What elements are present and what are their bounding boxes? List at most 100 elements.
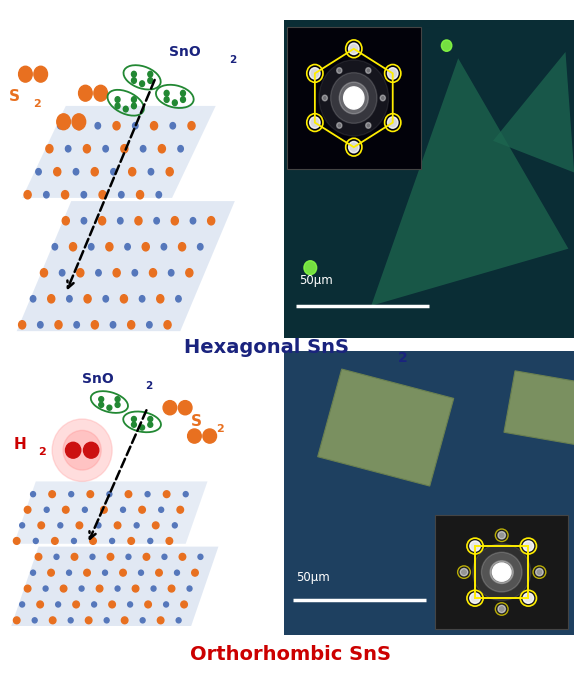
Circle shape bbox=[77, 269, 84, 277]
Circle shape bbox=[52, 537, 58, 544]
Circle shape bbox=[470, 593, 480, 603]
Circle shape bbox=[129, 167, 136, 176]
Circle shape bbox=[33, 539, 38, 543]
Circle shape bbox=[498, 605, 506, 613]
Circle shape bbox=[90, 537, 96, 544]
Circle shape bbox=[118, 217, 123, 224]
Circle shape bbox=[190, 217, 195, 224]
Circle shape bbox=[164, 491, 170, 497]
Circle shape bbox=[99, 217, 106, 225]
Circle shape bbox=[67, 570, 71, 575]
Circle shape bbox=[70, 242, 77, 251]
Circle shape bbox=[180, 90, 186, 96]
Circle shape bbox=[148, 539, 153, 543]
Circle shape bbox=[147, 322, 152, 328]
Circle shape bbox=[179, 242, 186, 251]
Text: 2: 2 bbox=[229, 55, 237, 65]
Circle shape bbox=[142, 242, 149, 251]
Circle shape bbox=[75, 122, 82, 130]
Circle shape bbox=[46, 144, 53, 153]
Circle shape bbox=[115, 97, 120, 103]
Circle shape bbox=[150, 122, 158, 130]
Text: H: H bbox=[14, 437, 27, 452]
Circle shape bbox=[121, 144, 128, 153]
Circle shape bbox=[365, 68, 371, 74]
Circle shape bbox=[148, 422, 153, 427]
Circle shape bbox=[133, 123, 138, 129]
Circle shape bbox=[125, 244, 130, 250]
Polygon shape bbox=[318, 369, 454, 486]
Circle shape bbox=[73, 169, 79, 175]
Circle shape bbox=[30, 296, 36, 302]
Circle shape bbox=[19, 66, 32, 82]
Circle shape bbox=[31, 570, 35, 575]
Circle shape bbox=[103, 146, 108, 152]
Circle shape bbox=[132, 103, 136, 109]
Circle shape bbox=[179, 554, 186, 560]
Text: Orthorhombic SnS: Orthorhombic SnS bbox=[190, 645, 390, 664]
Circle shape bbox=[523, 541, 534, 551]
Circle shape bbox=[322, 95, 327, 101]
Circle shape bbox=[110, 539, 115, 543]
Circle shape bbox=[44, 507, 49, 512]
Circle shape bbox=[136, 190, 144, 199]
Circle shape bbox=[170, 123, 176, 129]
Circle shape bbox=[339, 82, 368, 114]
Circle shape bbox=[52, 419, 112, 481]
Text: 2: 2 bbox=[33, 99, 41, 109]
Circle shape bbox=[13, 537, 20, 544]
Circle shape bbox=[125, 491, 132, 497]
Circle shape bbox=[473, 544, 531, 601]
Circle shape bbox=[110, 322, 116, 328]
Circle shape bbox=[172, 523, 177, 528]
Circle shape bbox=[203, 429, 216, 443]
Circle shape bbox=[166, 167, 173, 176]
Circle shape bbox=[148, 78, 153, 84]
Text: 2: 2 bbox=[38, 447, 46, 457]
Circle shape bbox=[24, 585, 31, 592]
Circle shape bbox=[20, 602, 24, 607]
Circle shape bbox=[54, 167, 61, 176]
Circle shape bbox=[139, 296, 145, 302]
Circle shape bbox=[66, 442, 81, 458]
Circle shape bbox=[84, 295, 91, 303]
Circle shape bbox=[536, 568, 543, 576]
Circle shape bbox=[192, 569, 198, 576]
Circle shape bbox=[101, 506, 107, 513]
Circle shape bbox=[179, 400, 192, 414]
Circle shape bbox=[490, 561, 513, 583]
Text: 2: 2 bbox=[216, 424, 223, 434]
Circle shape bbox=[148, 72, 153, 77]
Circle shape bbox=[114, 522, 121, 529]
Circle shape bbox=[55, 321, 62, 329]
Circle shape bbox=[92, 602, 97, 607]
Circle shape bbox=[128, 537, 135, 544]
Circle shape bbox=[151, 586, 156, 591]
Circle shape bbox=[523, 593, 534, 603]
Text: SnO: SnO bbox=[82, 373, 114, 386]
Circle shape bbox=[319, 60, 389, 136]
Circle shape bbox=[145, 491, 150, 497]
Circle shape bbox=[31, 491, 35, 497]
Text: Hexagonal SnS: Hexagonal SnS bbox=[184, 338, 349, 357]
Circle shape bbox=[54, 554, 59, 560]
Circle shape bbox=[99, 397, 104, 402]
Circle shape bbox=[186, 269, 193, 277]
Circle shape bbox=[84, 569, 90, 576]
Circle shape bbox=[461, 568, 467, 576]
Circle shape bbox=[63, 506, 69, 513]
Circle shape bbox=[79, 586, 84, 591]
Circle shape bbox=[387, 117, 398, 128]
Text: S: S bbox=[9, 89, 20, 104]
Polygon shape bbox=[14, 481, 208, 544]
Circle shape bbox=[132, 422, 136, 427]
Circle shape bbox=[62, 217, 70, 225]
Circle shape bbox=[349, 142, 359, 153]
Circle shape bbox=[103, 570, 107, 575]
Circle shape bbox=[24, 506, 31, 513]
Circle shape bbox=[38, 322, 43, 328]
Circle shape bbox=[164, 90, 169, 96]
Circle shape bbox=[365, 123, 371, 128]
Circle shape bbox=[132, 78, 136, 84]
Circle shape bbox=[38, 522, 45, 529]
